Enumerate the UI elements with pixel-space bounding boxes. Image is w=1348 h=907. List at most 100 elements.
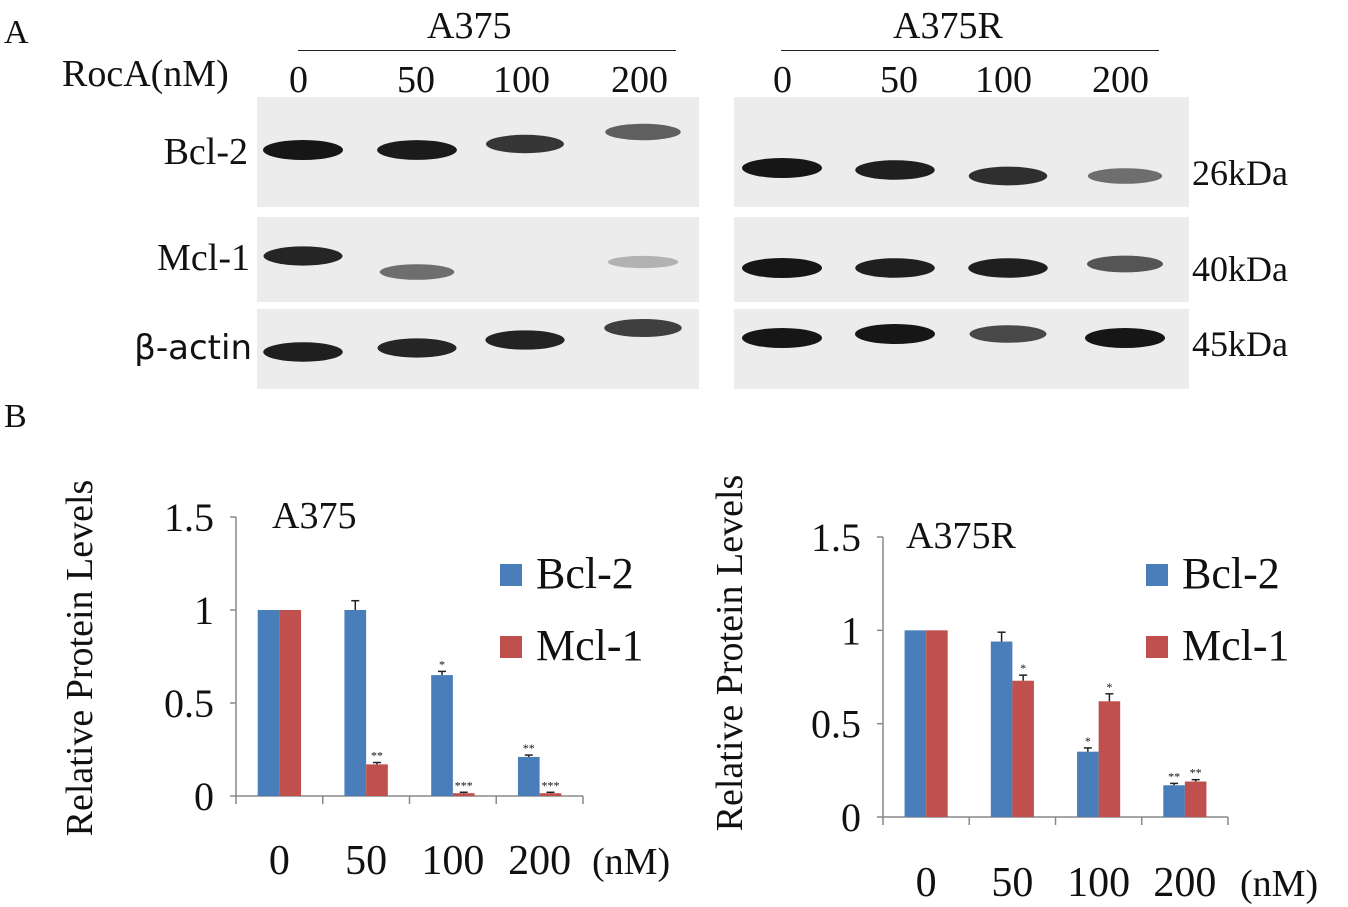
bar-bcl-2 <box>1163 785 1185 817</box>
significance-marker: ** <box>523 741 535 755</box>
dose-a375-100: 100 <box>493 59 550 101</box>
protein-band <box>969 325 1047 343</box>
legend-label-mcl-1: Mcl-1 <box>536 621 644 670</box>
dose-a375r-0: 0 <box>773 59 792 101</box>
bar-mcl-1 <box>366 764 388 796</box>
bar-mcl-1 <box>1012 680 1034 817</box>
group-header-a375r: A375R <box>893 5 1003 47</box>
protein-band <box>855 324 935 344</box>
protein-band <box>486 134 564 154</box>
protein-band <box>377 140 457 160</box>
chart-title: A375 <box>272 495 356 537</box>
x-tick-label: 0 <box>269 838 290 884</box>
significance-marker: * <box>1020 661 1026 675</box>
legend-swatch-mcl-1 <box>500 636 522 658</box>
dose-a375-50: 50 <box>397 59 435 101</box>
weight-mcl1: 40kDa <box>1192 249 1288 289</box>
dose-a375r-50: 50 <box>880 59 918 101</box>
x-tick-label: 100 <box>1067 860 1130 906</box>
protein-label-mcl1: Mcl-1 <box>157 237 250 279</box>
y-tick-label: 0.5 <box>164 681 214 726</box>
blot-background <box>734 309 1189 389</box>
dose-a375r-100: 100 <box>975 59 1032 101</box>
bar-mcl-1 <box>1184 781 1207 817</box>
significance-marker: * <box>439 657 445 671</box>
x-tick-label: 50 <box>345 838 387 884</box>
bar-mcl-1 <box>539 793 562 796</box>
protein-band <box>605 123 681 141</box>
x-tick-label: 0 <box>916 860 937 906</box>
protein-band <box>604 319 682 337</box>
y-axis-label: Relative Protein Levels <box>59 480 101 837</box>
y-tick-label: 1 <box>194 588 214 633</box>
legend-swatch-mcl-1 <box>1146 636 1168 658</box>
weight-actin: 45kDa <box>1192 324 1288 364</box>
x-tick-label: 200 <box>508 838 571 884</box>
protein-label-actin: β-actin <box>134 328 252 368</box>
y-axis-label: Relative Protein Levels <box>709 475 751 832</box>
bar-bcl-2 <box>904 630 927 817</box>
protein-band <box>263 342 343 362</box>
protein-band <box>377 338 457 358</box>
weight-bcl2: 26kDa <box>1192 153 1288 193</box>
y-tick-label: 0 <box>841 795 861 840</box>
protein-band <box>855 160 935 180</box>
protein-band <box>485 330 565 350</box>
bar-bcl-2 <box>990 641 1013 817</box>
dose-a375r-200: 200 <box>1092 59 1149 101</box>
x-unit-label: (nM) <box>592 841 670 883</box>
bar-mcl-1 <box>926 630 948 817</box>
significance-marker: * <box>1106 680 1112 694</box>
dose-a375-200: 200 <box>611 59 668 101</box>
x-tick-label: 50 <box>991 860 1033 906</box>
protein-band <box>1085 328 1165 348</box>
bar-mcl-1 <box>279 610 302 796</box>
significance-marker: ** <box>371 749 383 763</box>
y-tick-label: 1 <box>841 608 861 653</box>
group-rule-a375 <box>298 50 676 51</box>
bar-bcl-2 <box>431 675 453 796</box>
significance-marker: ** <box>1190 766 1202 780</box>
y-tick-label: 1.5 <box>811 515 861 560</box>
bar-bcl-2 <box>344 610 367 796</box>
dose-a375-0: 0 <box>289 59 308 101</box>
bar-mcl-1 <box>452 793 475 796</box>
protein-band <box>742 158 822 178</box>
x-tick-label: 100 <box>421 838 484 884</box>
bar-bcl-2 <box>517 756 540 796</box>
bar-chart-a375: Relative Protein Levels 0 0.5 1 1.5 0 50 ** 100 *… <box>59 480 670 884</box>
y-tick-label: 1.5 <box>164 495 214 540</box>
legend-label-mcl-1: Mcl-1 <box>1182 621 1290 670</box>
legend-label-bcl-2: Bcl-2 <box>536 549 634 598</box>
western-blot-images <box>257 97 1189 389</box>
protein-band <box>742 258 822 278</box>
legend-swatch-bcl-2 <box>1146 564 1168 586</box>
x-unit-label: (nM) <box>1240 863 1318 905</box>
protein-band <box>968 258 1048 278</box>
significance-marker: *** <box>455 778 473 792</box>
panel-b-letter: B <box>4 398 27 435</box>
protein-band <box>855 258 935 278</box>
y-tick-label: 0 <box>194 774 214 819</box>
protein-band <box>742 328 822 348</box>
protein-band <box>607 255 679 269</box>
protein-band <box>263 140 343 160</box>
significance-marker: * <box>1085 734 1091 748</box>
panel-a-letter: A <box>4 14 29 51</box>
x-tick-label: 200 <box>1153 860 1216 906</box>
bar-bcl-2 <box>257 610 280 796</box>
protein-band <box>968 166 1048 186</box>
protein-band <box>379 264 455 280</box>
bar-chart-a375r: Relative Protein Levels 00.511.50 50*100**… <box>709 475 1318 906</box>
group-rule-a375r <box>781 50 1159 51</box>
chart-title: A375R <box>906 515 1016 557</box>
protein-label-bcl2: Bcl-2 <box>163 131 248 173</box>
y-tick-label: 0.5 <box>811 702 861 747</box>
group-header-a375: A375 <box>427 5 512 47</box>
legend-swatch-bcl-2 <box>500 564 522 586</box>
legend-label-bcl-2: Bcl-2 <box>1182 549 1280 598</box>
protein-band <box>263 246 343 266</box>
treatment-label: RocA(nM) <box>62 53 229 95</box>
significance-marker: *** <box>541 778 559 792</box>
protein-band <box>1087 255 1163 273</box>
